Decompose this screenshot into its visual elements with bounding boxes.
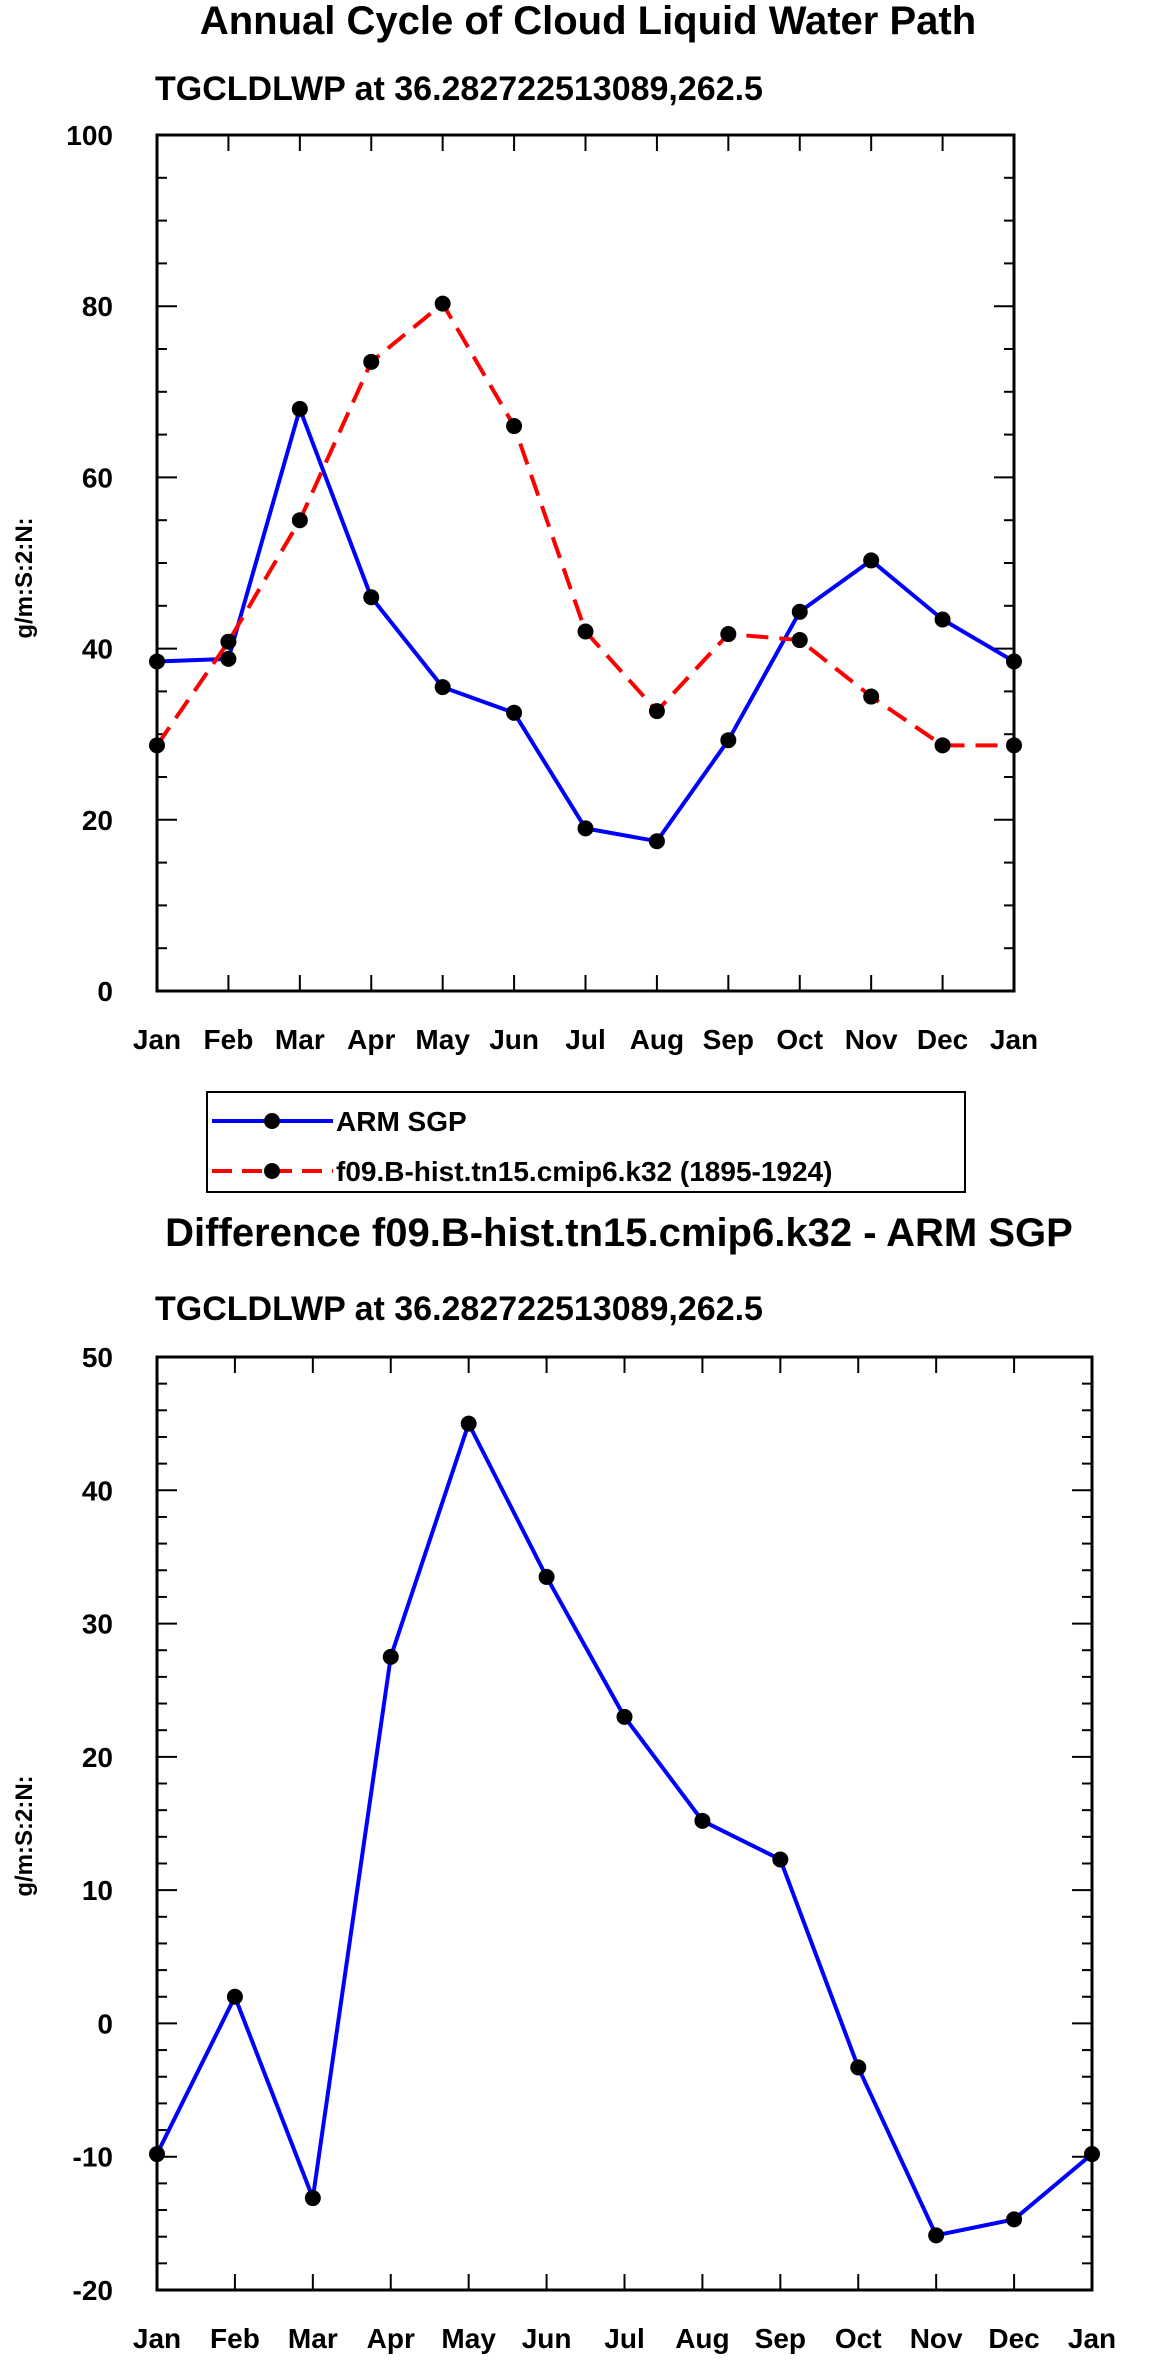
chart2-x-tick-label: Jan <box>1068 2323 1116 2354</box>
chart1-series-1-point <box>363 589 380 606</box>
chart1-series-1-point <box>434 679 451 696</box>
chart1-series-1-point <box>577 820 594 837</box>
chart1-series-2-point <box>149 737 165 754</box>
chart2-series-1-point <box>460 1415 477 1432</box>
chart1-series-1-point <box>149 653 165 670</box>
chart1-y-tick-label: 60 <box>82 462 113 493</box>
chart2-series-1-point <box>928 2227 945 2244</box>
chart2-x-tick-label: Dec <box>988 2323 1039 2354</box>
chart2-x-tick-label: Feb <box>210 2323 260 2354</box>
chart1-series-1-point <box>291 400 308 417</box>
chart2-plot: Jan Feb Mar Apr May Jun Jul Aug Sep Oct Nov Dec Jan-… <box>73 1342 1117 2354</box>
chart1-legend: ARM SGP f09.B-hist.tn15.cmip6.k32 (1895-… <box>206 1091 966 1193</box>
chart1-series-2-point <box>720 626 737 643</box>
chart2-x-tick-label: Nov <box>910 2323 963 2354</box>
chart1-series-1-point <box>220 650 237 667</box>
chart2-y-tick-label: 40 <box>82 1475 113 1506</box>
chart2-series-1-point <box>850 2059 867 2076</box>
chart1-y-tick-label: 80 <box>82 291 113 322</box>
chart1-x-tick-label: Mar <box>275 1024 325 1055</box>
chart2-series-1-point <box>616 1708 633 1725</box>
chart1-x-tick-label: Apr <box>347 1024 395 1055</box>
chart1-series-2-point <box>1006 737 1022 754</box>
chart2-series-1-point <box>304 2190 321 2207</box>
chart1-x-tick-label: Sep <box>703 1024 754 1055</box>
chart2-title: Difference f09.B-hist.tn15.cmip6.k32 - A… <box>165 1211 1073 1255</box>
chart1-subtitle: TGCLDLWP at 36.282722513089,262.5 <box>155 70 763 108</box>
chart1-x-tick-label: May <box>415 1024 470 1055</box>
legend-marker-arm-sgp <box>264 1113 280 1129</box>
chart1-x-tick-label: Feb <box>204 1024 254 1055</box>
chart1-y-axis-label: g/m:S:2:N: <box>11 517 38 638</box>
chart1-x-tick-label: Jan <box>133 1024 181 1055</box>
chart2-x-tick-label: Jul <box>604 2323 644 2354</box>
chart2-y-tick-label: 30 <box>82 1609 113 1640</box>
chart2-y-tick-label: 50 <box>82 1342 113 1373</box>
chart2-series-1-point <box>694 1812 711 1829</box>
chart1-x-tick-label: Jun <box>489 1024 539 1055</box>
chart1-series-1-point <box>1006 653 1022 670</box>
chart1-series-2-point <box>363 353 380 370</box>
chart1-frame <box>155 133 1016 993</box>
chart2-x-tick-label: Aug <box>675 2323 729 2354</box>
chart1-series-1-point <box>648 833 665 850</box>
chart2-series-1-point <box>226 1988 243 2005</box>
chart2-series-1-point <box>772 1851 789 1868</box>
chart2-x-tick-label: May <box>441 2323 496 2354</box>
chart1-y-tick-label: 100 <box>66 120 113 151</box>
chart2-y-tick-label: -20 <box>73 2275 113 2306</box>
chart1-series-2-point <box>291 512 308 529</box>
chart2-series-1-point <box>1084 2146 1100 2163</box>
chart1-x-tick-label: Oct <box>776 1024 823 1055</box>
chart1-plot: Jan Feb Mar Apr May Jun Jul Aug Sep Oct Nov Dec Jan 0… <box>66 120 1038 1055</box>
chart1-series-line-2 <box>155 301 1014 748</box>
chart2-x-tick-label: Mar <box>288 2323 338 2354</box>
chart1-y-tick-label: 20 <box>82 805 113 836</box>
legend-label-model: f09.B-hist.tn15.cmip6.k32 (1895-1924) <box>336 1156 832 1187</box>
chart2-y-axis-label: g/m:S:2:N: <box>11 1775 38 1896</box>
chart1-x-tick-label: Dec <box>917 1024 968 1055</box>
chart2-series-1-point <box>1006 2211 1023 2228</box>
chart2-y-tick-label: 20 <box>82 1742 113 1773</box>
chart1-x-tick-label: Jul <box>565 1024 605 1055</box>
chart1-series-2-point <box>434 295 451 312</box>
chart2-series-line-1 <box>155 1421 1094 2238</box>
chart1-series-2-point <box>863 688 880 705</box>
chart1-series-1-point <box>863 552 880 569</box>
chart2-series-1-point <box>149 2146 165 2163</box>
chart1-series-2-point <box>648 703 665 720</box>
chart1-series-1-point <box>720 732 737 749</box>
chart2-x-tick-label: Apr <box>367 2323 415 2354</box>
chart1-x-tick-label: Jan <box>990 1024 1038 1055</box>
legend-marker-model <box>264 1163 280 1179</box>
chart1-series-2-point <box>506 418 523 435</box>
chart1-series-2-point <box>220 633 237 650</box>
chart1-x-tick-label: Nov <box>845 1024 898 1055</box>
chart2-x-tick-label: Jan <box>133 2323 181 2354</box>
chart1-series-2-point <box>577 623 594 640</box>
chart1-y-tick-label: 0 <box>97 976 113 1007</box>
chart1-title: Annual Cycle of Cloud Liquid Water Path <box>200 0 976 43</box>
chart2-y-tick-label: 10 <box>82 1875 113 1906</box>
chart2-y-tick-label: 0 <box>97 2008 113 2039</box>
chart1-y-tick-label: 40 <box>82 634 113 665</box>
chart2-x-tick-label: Oct <box>835 2323 882 2354</box>
legend-label-arm-sgp: ARM SGP <box>336 1106 467 1137</box>
chart1-series-2-point <box>934 737 951 754</box>
chart2-x-tick-label: Jun <box>522 2323 572 2354</box>
chart1-series-1-point <box>934 611 951 628</box>
legend-box <box>206 1091 966 1193</box>
chart2-y-tick-label: -10 <box>73 2142 113 2173</box>
chart2-x-tick-label: Sep <box>755 2323 806 2354</box>
chart1-series-1-point <box>791 603 808 620</box>
chart2-subtitle: TGCLDLWP at 36.282722513089,262.5 <box>155 1290 763 1328</box>
chart1-series-1-point <box>506 704 523 721</box>
chart1-x-tick-label: Aug <box>630 1024 684 1055</box>
chart2-series-1-point <box>538 1568 555 1585</box>
chart1-series-2-point <box>791 632 808 649</box>
chart2-series-1-point <box>382 1648 399 1665</box>
chart2-frame <box>155 1355 1094 2292</box>
